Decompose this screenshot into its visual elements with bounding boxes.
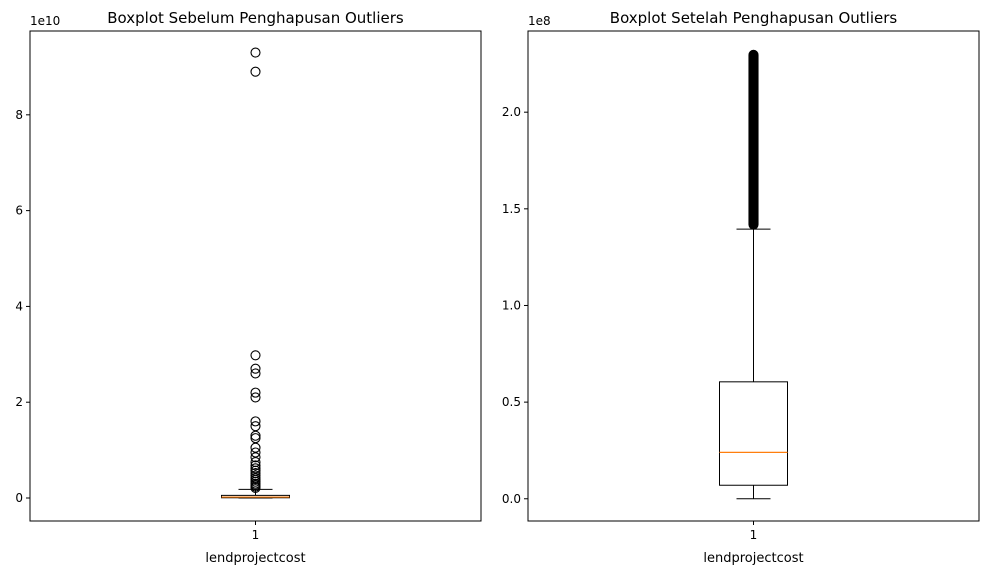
iqr-box — [719, 381, 788, 486]
y-tick-label: 8 — [15, 108, 23, 122]
outlier-point — [250, 430, 261, 441]
y-axis-multiplier: 1e10 — [30, 14, 60, 28]
outlier-point — [250, 363, 261, 374]
plot-area — [221, 47, 290, 499]
outlier-point — [250, 433, 261, 444]
y-tick-label: 0.0 — [502, 492, 521, 506]
outlier-point — [250, 350, 261, 361]
outlier-point — [250, 470, 261, 481]
y-tick-label: 1.0 — [502, 298, 521, 312]
x-tick-label: 1 — [252, 528, 260, 542]
y-tick-label: 2.0 — [502, 105, 521, 119]
chart-title: Boxplot Setelah Penghapusan Outliers — [610, 9, 898, 27]
y-tick-label: 0 — [15, 491, 23, 505]
x-tick-label: 1 — [750, 528, 758, 542]
y-tick-label: 0.5 — [502, 395, 521, 409]
outlier-point — [250, 368, 261, 379]
outlier-point — [250, 460, 261, 471]
chart-panel-2: Boxplot Setelah Penghapusan Outliers 1e8 0… — [502, 9, 980, 566]
y-tick-label: 4 — [15, 299, 23, 313]
outlier-point — [250, 392, 261, 403]
outlier-point — [250, 421, 261, 432]
y-tick-label: 2 — [15, 395, 23, 409]
plot-area — [719, 49, 788, 500]
x-axis-label: lendprojectcost — [703, 551, 803, 566]
y-tick-label: 6 — [15, 204, 23, 218]
outlier-point — [250, 387, 261, 398]
outlier-point — [250, 463, 261, 474]
outlier-point — [250, 452, 261, 463]
outlier-point — [250, 482, 261, 494]
chart-title: Boxplot Sebelum Penghapusan Outliers — [107, 9, 404, 27]
outlier-point — [250, 416, 261, 427]
axes-frame — [527, 30, 980, 522]
outlier-point — [250, 47, 261, 58]
y-axis-multiplier: 1e8 — [528, 14, 551, 28]
outlier-point — [250, 442, 261, 453]
chart-panel-1: Boxplot Sebelum Penghapusan Outliers 1e10… — [15, 9, 482, 566]
x-axis-label: lendprojectcost — [205, 551, 305, 566]
axes-frame — [29, 30, 482, 522]
outlier-point — [250, 447, 261, 458]
y-tick-label: 1.5 — [502, 202, 521, 216]
outlier-point — [250, 66, 261, 77]
outlier-points-band — [748, 49, 759, 230]
